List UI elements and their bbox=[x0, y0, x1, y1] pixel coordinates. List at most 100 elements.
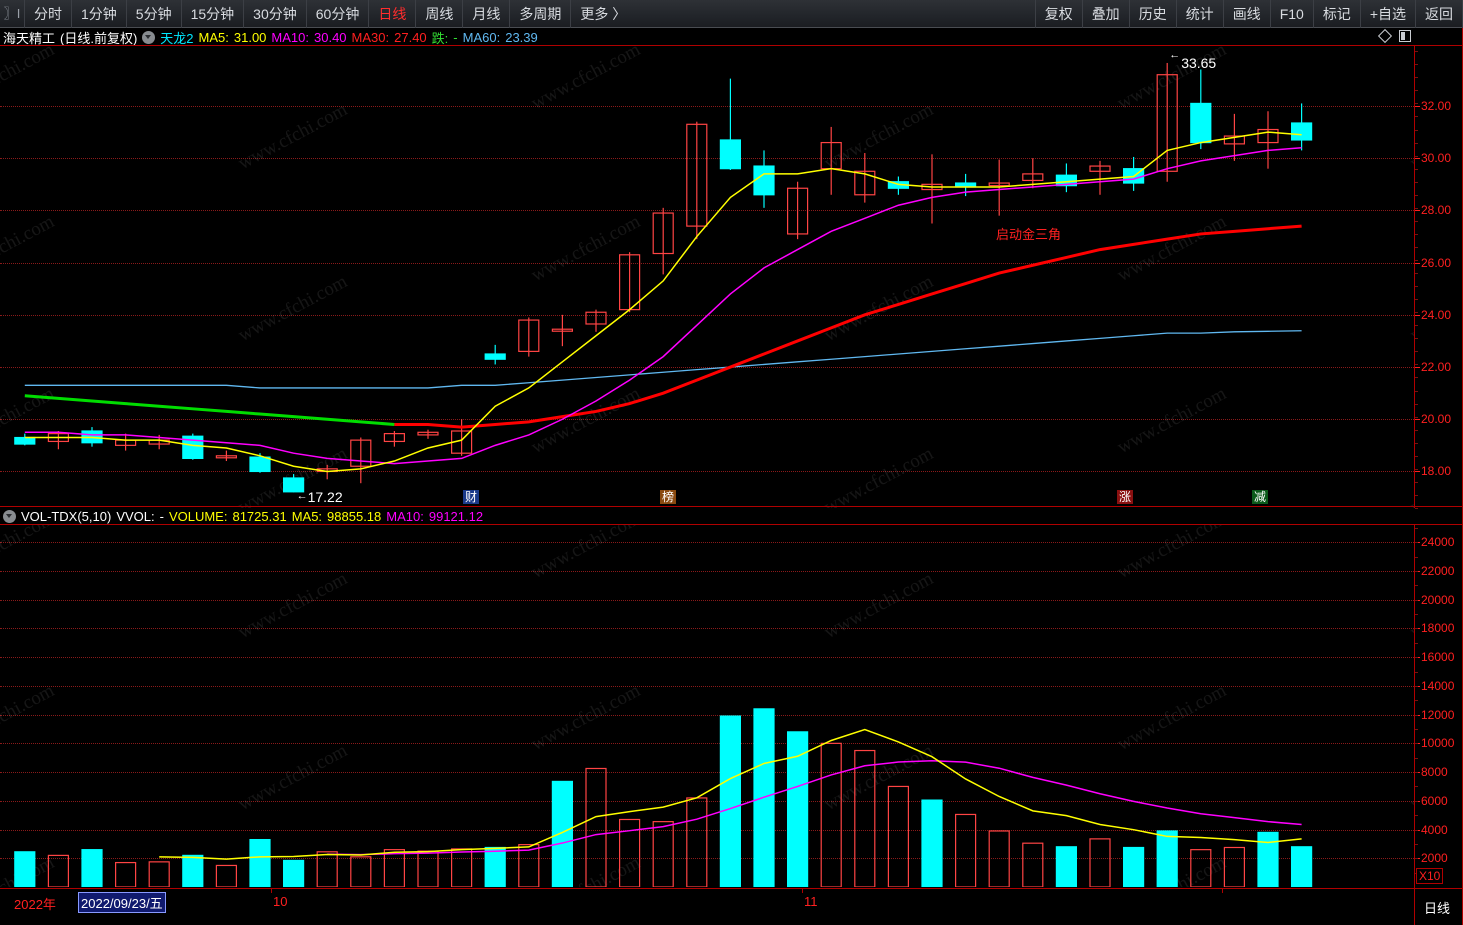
volume-chart-pane[interactable]: www.cfchi.com www.cfchi.com www.cfchi.com w… bbox=[0, 525, 1414, 887]
tab-5min[interactable]: 5分钟 bbox=[127, 0, 182, 28]
candle-body bbox=[551, 328, 574, 332]
date-label-year: 2022年 bbox=[14, 897, 56, 912]
action-history[interactable]: 历史 bbox=[1130, 0, 1177, 28]
vol-ma5-label: MA5: bbox=[291, 508, 323, 524]
volume-bar bbox=[988, 830, 1010, 887]
tab-fenshi[interactable]: 分时 bbox=[24, 0, 72, 28]
volume-bar bbox=[820, 742, 842, 887]
tab-60min[interactable]: 60分钟 bbox=[307, 0, 370, 28]
high-price-label: 33.65 bbox=[1181, 54, 1217, 71]
action-statistics[interactable]: 统计 bbox=[1177, 0, 1224, 28]
top-toolbar: 〗I 分时 1分钟 5分钟 15分钟 30分钟 60分钟 日线 周线 月线 多周… bbox=[0, 0, 1463, 28]
volume-bar bbox=[518, 844, 540, 887]
vol-ma5-value: 98855.18 bbox=[327, 508, 382, 524]
axis-minor-tick bbox=[1415, 273, 1418, 275]
gridline bbox=[0, 685, 1414, 687]
action-adjust[interactable]: 复权 bbox=[1034, 0, 1083, 28]
ma5-label: MA5: bbox=[198, 29, 229, 45]
action-back[interactable]: 返回 bbox=[1416, 0, 1463, 28]
candle-body bbox=[14, 436, 36, 445]
axis-minor-tick bbox=[1415, 527, 1418, 529]
axis-minor-tick bbox=[1415, 299, 1418, 301]
gridline bbox=[0, 570, 1414, 572]
tab-multi-period[interactable]: 多周期 bbox=[510, 0, 572, 28]
volume-pane-header: VOL-TDX(5,10) VVOL: - VOLUME: 81725.31 M… bbox=[0, 507, 1463, 525]
axis-minor-tick bbox=[1415, 829, 1418, 831]
tab-15min[interactable]: 15分钟 bbox=[182, 0, 245, 28]
axis-minor-tick bbox=[1415, 556, 1418, 558]
date-selected-crosshair[interactable]: 2022/09/23/五 bbox=[78, 892, 166, 913]
split-pane-icon[interactable] bbox=[1399, 30, 1411, 42]
volume-value: 81725.31 bbox=[232, 508, 287, 524]
vol-indicator-name[interactable]: VOL-TDX(5,10) bbox=[21, 508, 112, 524]
axis-minor-tick bbox=[1415, 312, 1418, 314]
axis-minor-tick bbox=[1415, 628, 1418, 630]
axis-minor-tick bbox=[1415, 508, 1418, 509]
volume-bars-svg bbox=[14, 708, 1313, 887]
candle-body bbox=[283, 477, 305, 493]
stock-period: (日线.前复权) bbox=[60, 30, 138, 46]
volume-axis-label: 2000 bbox=[1421, 851, 1448, 866]
axis-minor-tick bbox=[1415, 129, 1418, 131]
price-axis-label: 32.00 bbox=[1421, 99, 1452, 114]
date-label-month11: 11 bbox=[804, 894, 818, 909]
axis-minor-tick bbox=[1415, 714, 1418, 716]
vol-chevron-down-icon[interactable] bbox=[3, 509, 16, 523]
action-add-watchlist[interactable]: +自选 bbox=[1361, 0, 1416, 28]
action-f10[interactable]: F10 bbox=[1271, 0, 1314, 28]
axis-minor-tick bbox=[1415, 700, 1418, 702]
ma5-value: 31.00 bbox=[233, 29, 267, 45]
axis-minor-tick bbox=[1415, 614, 1418, 616]
candle-body bbox=[1190, 102, 1212, 144]
toolbar-actions: 复权 叠加 历史 统计 画线 F10 标记 +自选 返回 bbox=[1034, 0, 1463, 28]
axis-minor-tick bbox=[1415, 800, 1418, 802]
volume-bar bbox=[954, 813, 977, 887]
price-axis-label: 30.00 bbox=[1421, 151, 1452, 166]
axis-minor-tick bbox=[1415, 429, 1418, 431]
action-drawline[interactable]: 画线 bbox=[1224, 0, 1271, 28]
axis-minor-tick bbox=[1415, 728, 1418, 730]
volume-axis-label: 8000 bbox=[1421, 765, 1448, 780]
chart-marker-chip-jian[interactable]: 减 bbox=[1252, 490, 1269, 504]
date-tick-10 bbox=[271, 889, 272, 893]
axis-minor-tick bbox=[1415, 181, 1418, 183]
volume-bar bbox=[451, 848, 473, 887]
candle-body bbox=[215, 455, 237, 459]
chart-marker-chip-cai[interactable]: 财 bbox=[463, 490, 480, 504]
ma30-label: MA30: bbox=[351, 29, 390, 45]
volume-bar bbox=[1022, 842, 1044, 887]
vvol-value: - bbox=[159, 508, 164, 524]
diamond-marker-icon[interactable] bbox=[1377, 28, 1393, 44]
tab-weekly[interactable]: 周线 bbox=[416, 0, 464, 28]
chart-marker-chip-zhang[interactable]: 涨 bbox=[1117, 490, 1134, 504]
volume-axis-label: 24000 bbox=[1421, 535, 1455, 550]
tab-monthly[interactable]: 月线 bbox=[463, 0, 511, 28]
action-mark[interactable]: 标记 bbox=[1314, 0, 1361, 28]
tab-daily[interactable]: 日线 bbox=[369, 0, 417, 28]
chart-marker-chip-bang[interactable]: 榜 bbox=[660, 490, 677, 504]
volume-bar bbox=[1190, 849, 1212, 887]
axis-minor-tick bbox=[1415, 77, 1418, 79]
candle-body bbox=[1089, 165, 1111, 172]
candle-body bbox=[1022, 173, 1044, 182]
volume-bar bbox=[618, 818, 641, 887]
axis-minor-tick bbox=[1415, 246, 1418, 248]
vvol-label: VVOL: bbox=[116, 508, 155, 524]
axis-minor-tick bbox=[1415, 207, 1418, 209]
price-axis-label: 24.00 bbox=[1421, 307, 1452, 322]
axis-minor-tick bbox=[1415, 260, 1418, 262]
tab-more[interactable]: 更多 〉 bbox=[580, 5, 627, 22]
volume-scale-badge: X10 bbox=[1416, 868, 1444, 884]
tab-30min[interactable]: 30分钟 bbox=[244, 0, 307, 28]
indicator-name[interactable]: 天龙2 bbox=[160, 30, 194, 46]
axis-minor-tick bbox=[1415, 743, 1418, 745]
price-y-axis: 18.00 20.00 22.00 24.00 26.00 28.00 30.00 32.00 bbox=[1414, 46, 1463, 509]
action-overlay[interactable]: 叠加 bbox=[1083, 0, 1130, 28]
axis-minor-tick bbox=[1415, 286, 1418, 288]
low-price-arrow-icon: ← bbox=[296, 490, 308, 503]
chevron-down-icon[interactable] bbox=[142, 30, 156, 44]
tab-1min[interactable]: 1分钟 bbox=[72, 0, 127, 28]
candle-body bbox=[719, 139, 742, 170]
price-chart-pane[interactable]: www.cfchi.com www.cfchi.com www.cfchi.com w… bbox=[0, 46, 1414, 508]
date-label-month10: 10 bbox=[273, 894, 288, 909]
